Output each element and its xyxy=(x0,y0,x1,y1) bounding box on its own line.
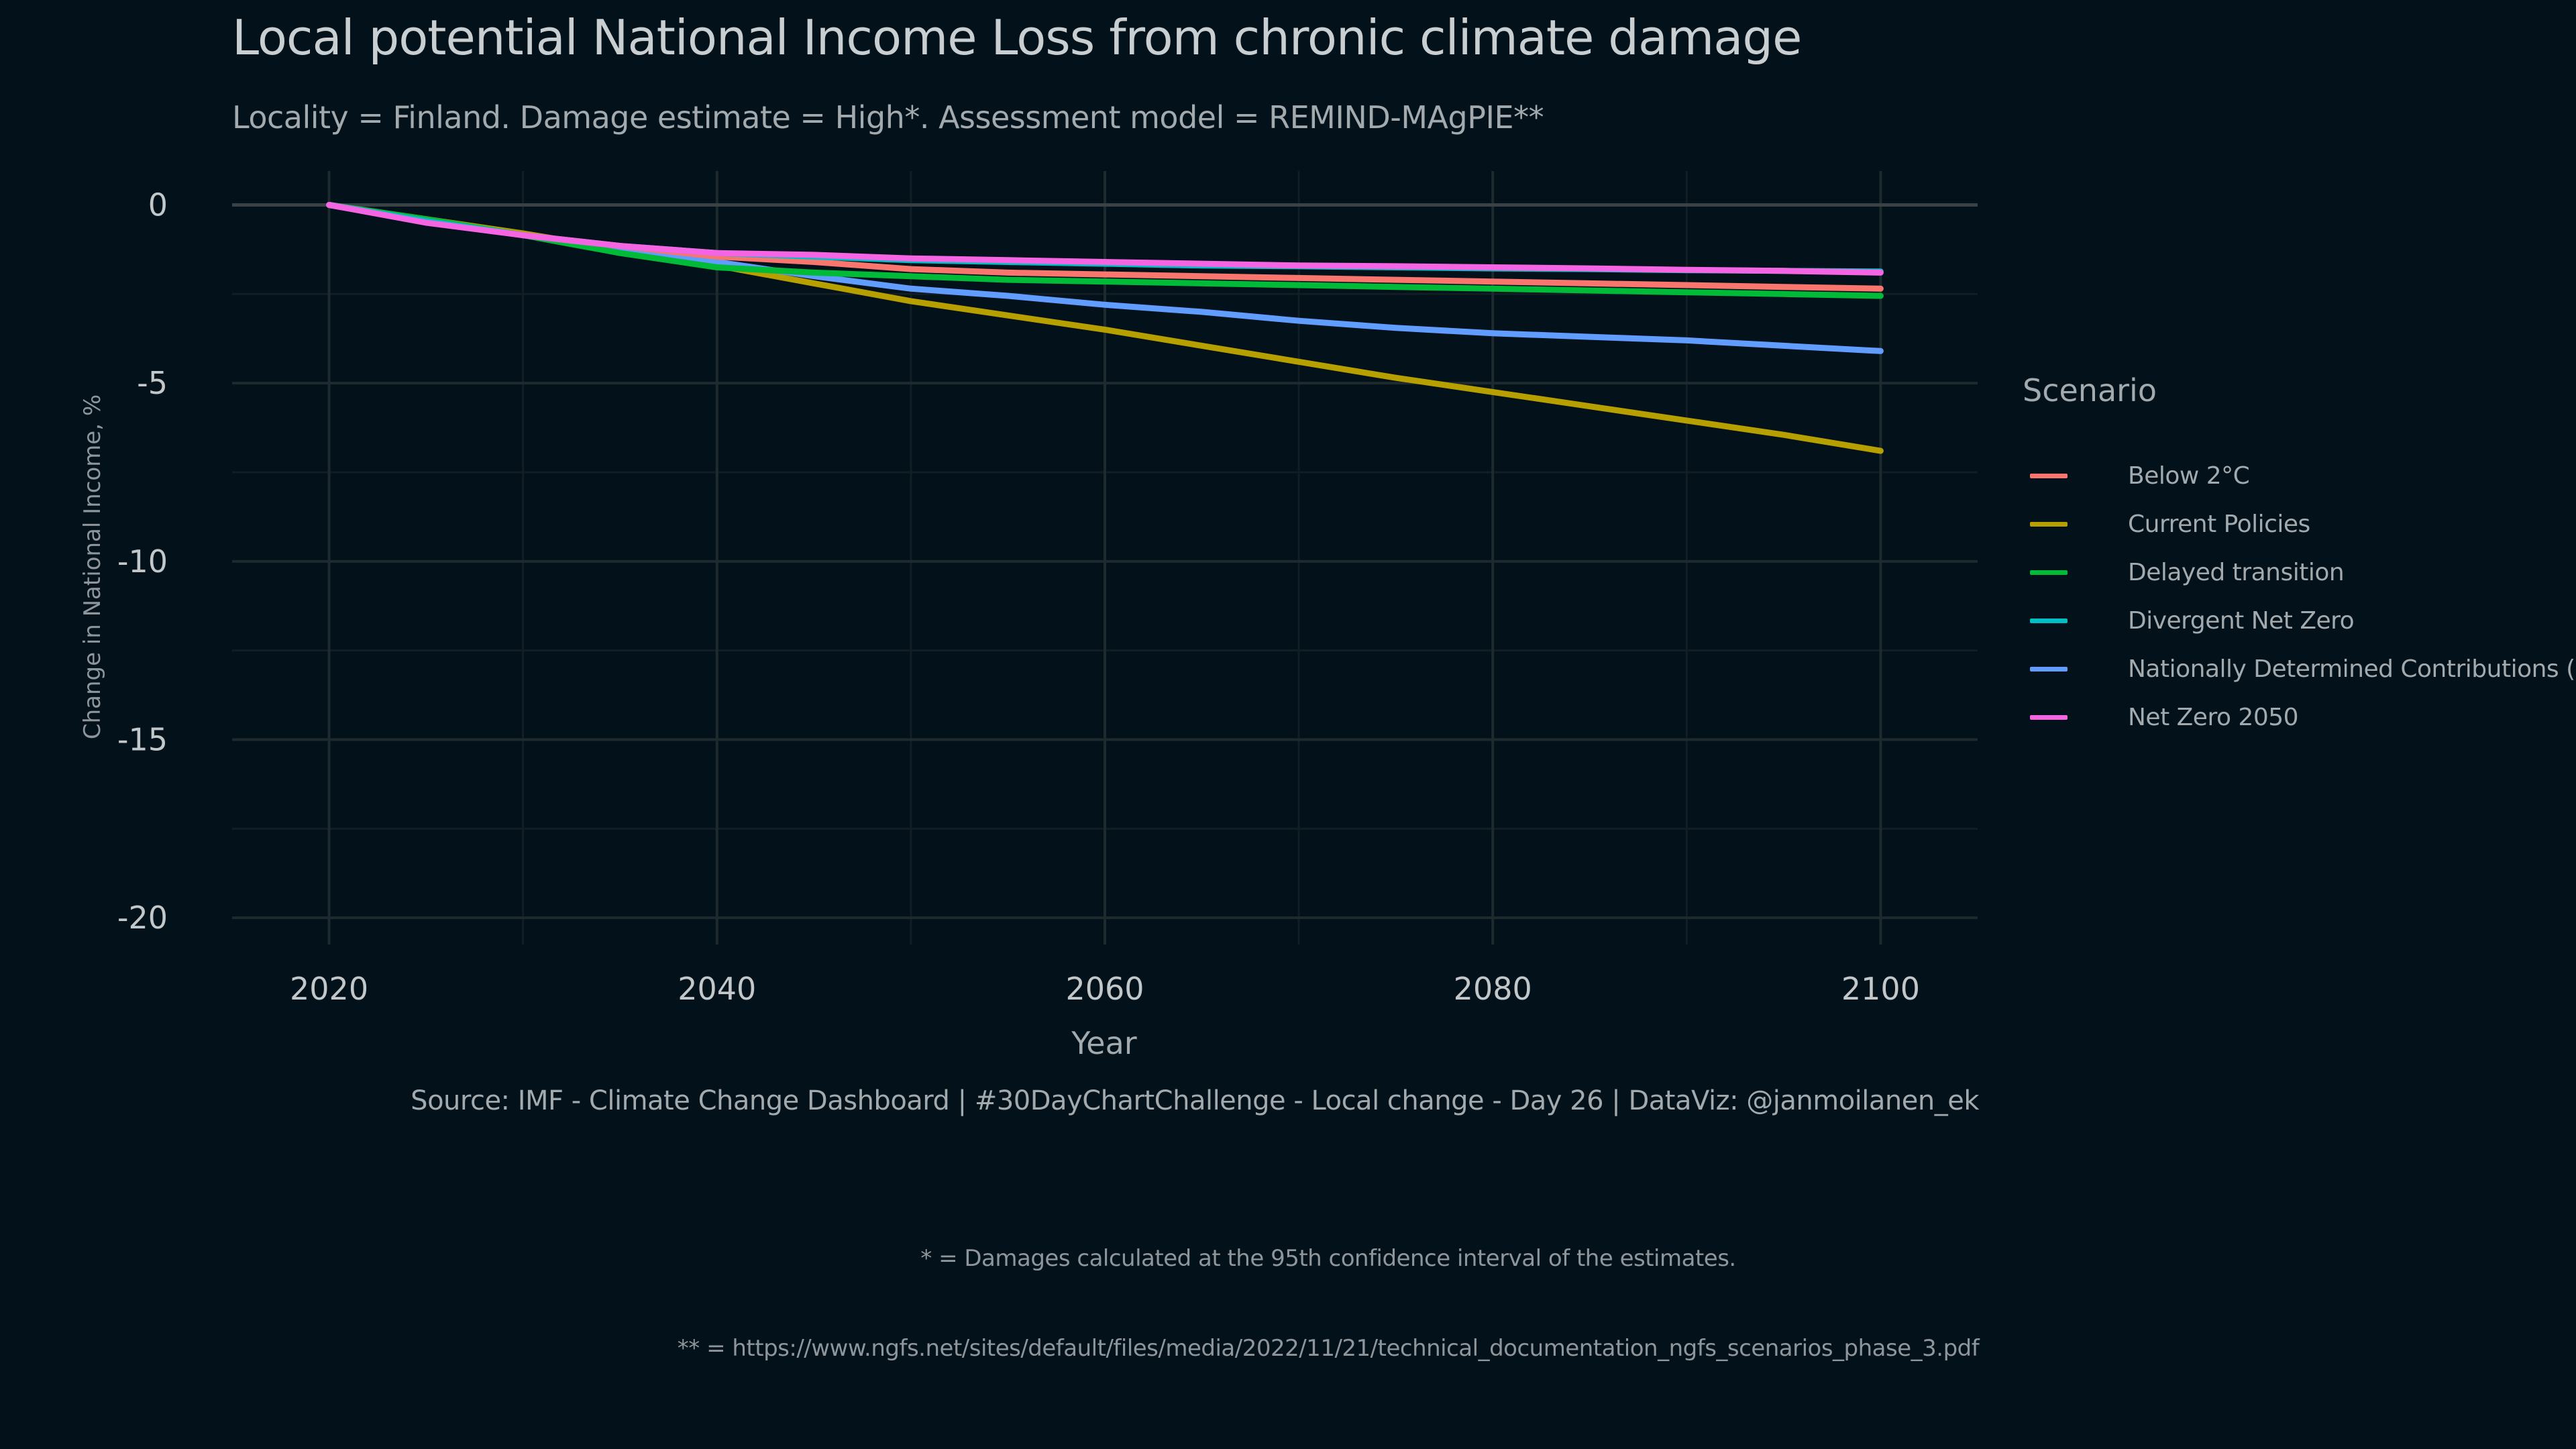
legend-key xyxy=(2030,618,2068,623)
x-tick-label: 2100 xyxy=(1841,971,1920,1007)
legend-label: Net Zero 2050 xyxy=(2128,703,2299,731)
legend-title: Scenario xyxy=(2023,372,2157,409)
legend: Scenario Below 2°C Current Policies Delaye… xyxy=(2023,372,2576,741)
x-axis-label: Year xyxy=(1071,1025,1137,1061)
legend-item: Nationally Determined Contributions (NDC… xyxy=(2023,645,2576,693)
chart-title: Local potential National Income Loss fro… xyxy=(232,9,1802,66)
x-tick-label: 2080 xyxy=(1454,971,1532,1007)
y-tick-label: -20 xyxy=(117,900,168,936)
legend-label: Nationally Determined Contributions (NDC… xyxy=(2128,655,2576,683)
legend-key xyxy=(2030,714,2068,720)
x-tick-label: 2020 xyxy=(290,971,368,1007)
chart-subtitle: Locality = Finland. Damage estimate = Hi… xyxy=(232,99,1544,136)
series-line-net-zero-2050 xyxy=(326,202,1884,276)
y-tick-label: -5 xyxy=(137,365,168,401)
legend-label: Divergent Net Zero xyxy=(2128,606,2355,635)
y-tick-label: 0 xyxy=(148,186,168,223)
legend-label: Delayed transition xyxy=(2128,558,2345,586)
legend-item: Current Policies xyxy=(2023,500,2576,548)
legend-key xyxy=(2030,521,2068,527)
legend-item: Below 2°C xyxy=(2023,451,2576,500)
grid xyxy=(232,171,1978,945)
series-lines xyxy=(326,202,1884,454)
legend-key xyxy=(2030,666,2068,672)
y-tick-label: -15 xyxy=(117,721,168,757)
legend-item: Net Zero 2050 xyxy=(2023,693,2576,741)
x-tick-label: 2060 xyxy=(1065,971,1144,1007)
y-axis-label: Change in National Income, % xyxy=(79,394,106,740)
source-caption: Source: IMF - Climate Change Dashboard |… xyxy=(411,1085,1979,1116)
legend-key xyxy=(2030,570,2068,575)
legend-items: Below 2°C Current Policies Delayed transit… xyxy=(2023,451,2576,741)
y-tick-label: -10 xyxy=(117,543,168,580)
legend-key xyxy=(2030,473,2068,478)
x-tick-label: 2040 xyxy=(678,971,756,1007)
legend-label: Current Policies xyxy=(2128,510,2310,538)
axis-ticks: 2020 2040 2060 2080 2100 0 -5 -10 -15 -20 xyxy=(117,186,1920,1007)
series-line-delayed-transition xyxy=(326,202,1884,299)
legend-item: Divergent Net Zero xyxy=(2023,596,2576,645)
footnote-reference: ** = https://www.ngfs.net/sites/default/… xyxy=(677,1335,1980,1362)
legend-label: Below 2°C xyxy=(2128,462,2250,490)
legend-item: Delayed transition xyxy=(2023,548,2576,596)
footnote-confidence: * = Damages calculated at the 95th confi… xyxy=(920,1245,1736,1272)
